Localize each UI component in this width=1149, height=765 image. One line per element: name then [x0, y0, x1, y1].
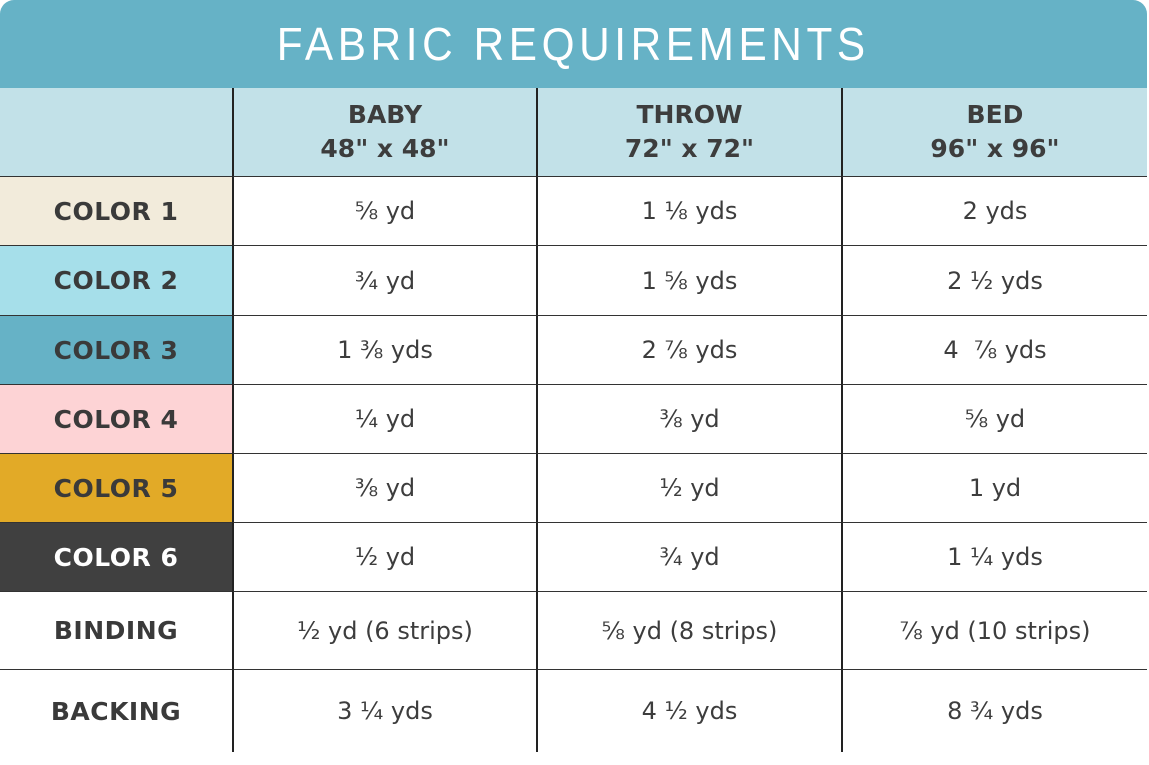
column-size: 72" x 72" — [624, 134, 755, 163]
column-name: BABY — [347, 100, 423, 129]
table-cell: 1 ⅝ yds — [536, 245, 841, 315]
row-label: COLOR 1 — [0, 176, 232, 245]
table-cell: 4 ½ yds — [536, 669, 841, 752]
fabric-requirements-table: BABY 48" x 48" THROW 72" x 72" BED 96" x 96… — [0, 88, 1147, 752]
table-cell: ⅝ yd — [841, 384, 1147, 453]
row-label: BACKING — [0, 669, 232, 752]
table-cell: 2 ½ yds — [841, 245, 1147, 315]
table-cell: ¼ yd — [232, 384, 536, 453]
table-cell: ½ yd (6 strips) — [232, 591, 536, 669]
header-corner — [0, 88, 232, 176]
table-cell: ¾ yd — [536, 522, 841, 591]
header-bed: BED 96" x 96" — [841, 88, 1147, 176]
table-cell: 4 ⅞ yds — [841, 315, 1147, 384]
column-name: BED — [966, 100, 1024, 129]
row-label: COLOR 4 — [0, 384, 232, 453]
table-cell: 3 ¼ yds — [232, 669, 536, 752]
row-label: BINDING — [0, 591, 232, 669]
table-cell: ¾ yd — [232, 245, 536, 315]
table-cell: ½ yd — [232, 522, 536, 591]
table-cell: ⅜ yd — [536, 384, 841, 453]
table-cell: 1 yd — [841, 453, 1147, 522]
table-cell: 8 ¾ yds — [841, 669, 1147, 752]
table-cell: 2 yds — [841, 176, 1147, 245]
table-cell: 1 ¼ yds — [841, 522, 1147, 591]
row-label: COLOR 2 — [0, 245, 232, 315]
row-label: COLOR 5 — [0, 453, 232, 522]
table-cell: ⅜ yd — [232, 453, 536, 522]
column-size: 96" x 96" — [930, 134, 1060, 163]
table-cell: 1 ⅜ yds — [232, 315, 536, 384]
header-throw: THROW 72" x 72" — [536, 88, 841, 176]
table-cell: ⅝ yd — [232, 176, 536, 245]
table-cell: 1 ⅛ yds — [536, 176, 841, 245]
column-name: THROW — [636, 100, 743, 129]
table-title: FABRIC REQUIREMENTS — [0, 0, 1147, 88]
table-cell: ⅞ yd (10 strips) — [841, 591, 1147, 669]
table-cell: ⅝ yd (8 strips) — [536, 591, 841, 669]
table-cell: ½ yd — [536, 453, 841, 522]
row-label: COLOR 6 — [0, 522, 232, 591]
table-cell: 2 ⅞ yds — [536, 315, 841, 384]
column-size: 48" x 48" — [320, 134, 450, 163]
row-label: COLOR 3 — [0, 315, 232, 384]
title-text: FABRIC REQUIREMENTS — [277, 18, 870, 70]
header-baby: BABY 48" x 48" — [232, 88, 536, 176]
